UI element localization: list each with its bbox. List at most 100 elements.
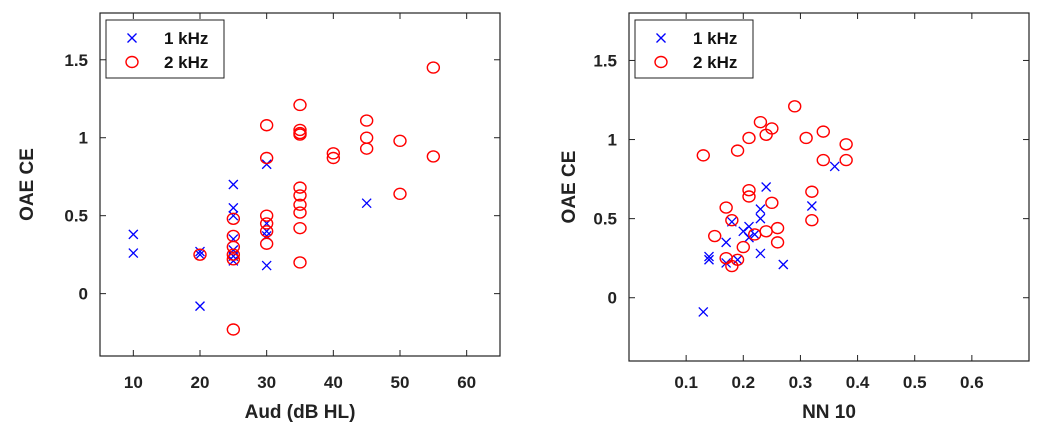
x-tick-label: 40 — [324, 373, 343, 392]
data-point-x-marker — [228, 179, 239, 190]
data-point-circle-marker — [293, 206, 307, 219]
data-point-circle-marker — [259, 151, 274, 165]
data-point-x-marker — [704, 254, 714, 265]
chart-panel-1: 10 20 30 40 50 60 0 0.5 1 1.5 Aud (dB HL) OAE CE 1 k… — [17, 12, 501, 423]
data-point-x-marker — [128, 248, 139, 259]
data-point-circle-marker — [696, 149, 710, 162]
data-point-circle-marker — [259, 217, 274, 230]
x-axis-label: Aud (dB HL) — [245, 402, 356, 423]
data-point-x-marker — [721, 237, 732, 248]
data-point-circle-marker — [765, 122, 779, 135]
y-tick-label: 0 — [79, 285, 88, 304]
y-axis-label: OAE CE — [559, 151, 580, 224]
data-point-x-marker — [361, 198, 372, 209]
y-tick-label: 1 — [608, 131, 617, 150]
data-point-circle-marker — [259, 225, 274, 238]
data-point-circle-marker — [805, 214, 819, 227]
data-point-circle-marker — [293, 123, 307, 137]
data-point-x-marker — [806, 201, 817, 211]
data-point-circle-marker — [736, 240, 750, 254]
data-point-circle-marker — [799, 131, 813, 145]
data-point-circle-marker — [293, 221, 307, 235]
data-point-circle-marker — [326, 151, 341, 165]
data-point-circle-marker — [293, 198, 307, 211]
legend: 1 kHz 2 kHz — [105, 19, 225, 79]
data-point-circle-marker — [788, 100, 802, 113]
legend-label: 2 kHz — [164, 53, 208, 72]
data-point-x-marker — [755, 248, 766, 259]
data-point-circle-marker — [730, 253, 745, 266]
data-point-x-marker — [749, 229, 760, 240]
data-point-x-marker — [195, 301, 205, 312]
x-tick-label: 0.3 — [789, 373, 813, 392]
data-point-x-marker — [755, 213, 766, 224]
data-point-x-marker — [704, 251, 714, 262]
y-tick-label: 1.5 — [64, 51, 88, 70]
data-point-circle-marker — [770, 236, 785, 249]
data-point-circle-marker — [839, 138, 853, 151]
data-point-circle-marker — [770, 221, 785, 235]
data-point-circle-marker — [293, 98, 307, 112]
data-point-circle-marker — [226, 212, 241, 226]
data-point-x-marker — [228, 202, 239, 213]
legend-circle-marker — [654, 55, 668, 69]
x-tick-label: 60 — [457, 373, 476, 392]
legend-x-marker — [656, 33, 666, 43]
y-tick-label: 0.5 — [64, 207, 88, 226]
data-point-circle-marker — [293, 181, 307, 194]
data-point-x-marker — [128, 229, 139, 240]
y-axis-label: OAE CE — [17, 148, 38, 221]
data-point-circle-marker — [839, 153, 853, 167]
series-o-markers — [193, 61, 441, 336]
data-point-circle-marker — [293, 256, 307, 269]
x-tick-label: 0.6 — [960, 373, 984, 392]
x-tick-label: 10 — [124, 373, 143, 392]
x-tick-label: 50 — [391, 373, 410, 392]
y-tick-label: 1.5 — [593, 51, 617, 70]
x-tick-label: 30 — [257, 373, 276, 392]
data-point-circle-marker — [742, 183, 756, 197]
y-tick-label: 1 — [79, 129, 88, 148]
x-tick-label: 0.2 — [731, 373, 755, 392]
data-point-x-marker — [228, 210, 239, 221]
legend-label: 1 kHz — [693, 29, 737, 48]
data-point-circle-marker — [326, 147, 341, 160]
data-point-circle-marker — [753, 115, 768, 129]
data-point-circle-marker — [226, 240, 241, 254]
data-point-circle-marker — [730, 144, 745, 157]
data-point-circle-marker — [226, 248, 241, 261]
data-point-circle-marker — [719, 201, 733, 214]
data-point-circle-marker — [359, 142, 374, 155]
data-point-x-marker — [778, 259, 789, 270]
data-point-circle-marker — [193, 248, 207, 261]
data-point-circle-marker — [816, 125, 830, 138]
data-point-x-marker — [195, 249, 205, 260]
y-tick-label: 0 — [608, 289, 617, 308]
data-point-x-marker — [261, 159, 272, 170]
data-point-circle-marker — [359, 114, 374, 127]
data-point-circle-marker — [742, 131, 756, 145]
legend-box — [634, 19, 754, 79]
data-point-x-marker — [261, 260, 272, 271]
x-tick-label: 0.4 — [846, 373, 870, 392]
y-tick-label: 0.5 — [593, 210, 617, 229]
data-point-circle-marker — [293, 128, 307, 141]
chart-panel-2: 0.1 0.2 0.3 0.4 0.5 0.6 0 0.5 1 1.5 NN 10 OAE CE 1 k… — [559, 12, 1030, 423]
data-point-circle-marker — [805, 185, 819, 198]
x-tick-label: 0.1 — [674, 373, 698, 392]
data-point-circle-marker — [742, 190, 756, 203]
legend: 1 kHz 2 kHz — [634, 19, 754, 79]
data-point-x-marker — [698, 307, 709, 317]
x-tick-label: 0.5 — [903, 373, 927, 392]
data-point-circle-marker — [393, 187, 407, 201]
x-tick-label: 20 — [191, 373, 210, 392]
data-point-x-marker — [755, 204, 766, 215]
data-point-circle-marker — [765, 196, 779, 210]
data-point-circle-marker — [426, 61, 441, 74]
data-point-circle-marker — [708, 229, 722, 243]
data-point-circle-marker — [725, 214, 739, 227]
data-point-circle-marker — [259, 237, 274, 250]
legend-box — [105, 19, 225, 79]
